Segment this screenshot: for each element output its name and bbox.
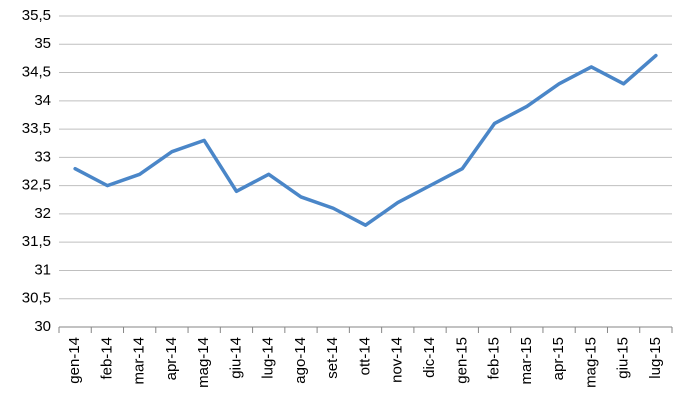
x-tick-label: lug-14: [260, 337, 277, 379]
y-tick-label: 33,5: [22, 120, 51, 137]
y-tick-label: 35: [34, 35, 51, 52]
y-tick-label: 31: [34, 261, 51, 278]
y-tick-label: 33: [34, 148, 51, 165]
x-tick-label: ago-14: [292, 337, 309, 384]
x-tick-label: mar-15: [518, 337, 535, 385]
x-tick-label: set-14: [324, 337, 341, 379]
x-tick-label: gen-15: [453, 337, 470, 384]
line: [73, 53, 658, 227]
y-tick-label: 34,5: [22, 64, 51, 81]
x-tick-label: dic-14: [421, 337, 438, 378]
x-tick-label: apr-14: [163, 337, 180, 380]
x-tick-label: mag-15: [582, 337, 599, 388]
y-tick-label: 30,5: [22, 290, 51, 307]
y-tick-label: 32,5: [22, 177, 51, 194]
x-tick-label: giu-15: [615, 337, 632, 379]
y-tick-label: 31,5: [22, 233, 51, 250]
x-tick-label: giu-14: [227, 337, 244, 379]
x-tick-label: nov-14: [389, 337, 406, 383]
x-tick-label: ott-14: [356, 337, 373, 375]
x-tick-label: gen-14: [66, 337, 83, 384]
y-tick-label: 34: [34, 92, 51, 109]
x-tick-label: apr-15: [550, 337, 567, 380]
y-tick-label: 30: [34, 318, 51, 335]
x-tick-label: mag-14: [195, 337, 212, 388]
y-tick-label: 32: [34, 205, 51, 222]
x-tick-label: feb-14: [98, 337, 115, 380]
x-tick-label: lug-15: [647, 337, 664, 379]
x-tick-label: feb-15: [486, 337, 503, 380]
y-tick-label: 35,5: [22, 7, 51, 24]
x-tick-label: mar-14: [131, 337, 148, 385]
